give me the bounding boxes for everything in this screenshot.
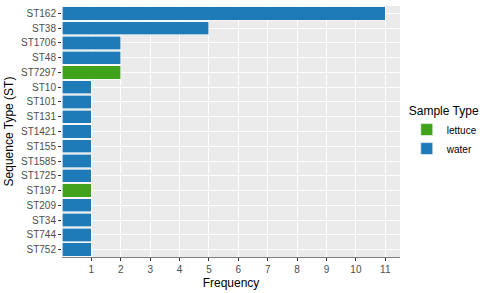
svg-text:ST162: ST162: [27, 8, 57, 19]
svg-text:ST1706: ST1706: [21, 37, 56, 48]
svg-text:ST101: ST101: [27, 96, 57, 107]
svg-text:9: 9: [324, 264, 330, 275]
svg-text:ST48: ST48: [32, 52, 56, 63]
svg-text:ST197: ST197: [27, 185, 57, 196]
svg-text:lettuce: lettuce: [447, 125, 477, 136]
svg-text:ST744: ST744: [27, 229, 57, 240]
svg-text:ST34: ST34: [32, 215, 56, 226]
svg-text:ST131: ST131: [27, 111, 57, 122]
svg-text:ST209: ST209: [27, 200, 57, 211]
svg-text:3: 3: [147, 264, 153, 275]
svg-text:4: 4: [177, 264, 183, 275]
svg-text:ST155: ST155: [27, 141, 57, 152]
svg-text:5: 5: [206, 264, 212, 275]
svg-text:11: 11: [380, 264, 391, 275]
svg-text:ST1585: ST1585: [21, 156, 56, 167]
svg-text:ST752: ST752: [27, 244, 57, 255]
svg-text:1: 1: [89, 264, 95, 275]
svg-text:7: 7: [265, 264, 271, 275]
svg-text:ST1725: ST1725: [21, 170, 56, 181]
svg-text:ST7297: ST7297: [21, 67, 56, 78]
svg-text:Sequence Type (ST): Sequence Type (ST): [2, 77, 16, 187]
svg-text:ST10: ST10: [32, 82, 56, 93]
svg-text:6: 6: [236, 264, 242, 275]
svg-text:10: 10: [350, 264, 362, 275]
svg-text:Frequency: Frequency: [203, 276, 260, 290]
svg-text:ST1421: ST1421: [21, 126, 56, 137]
svg-text:ST38: ST38: [32, 23, 56, 34]
svg-text:Sample Type: Sample Type: [409, 104, 479, 118]
svg-text:water: water: [446, 144, 472, 155]
svg-text:8: 8: [294, 264, 300, 275]
svg-text:2: 2: [118, 264, 124, 275]
